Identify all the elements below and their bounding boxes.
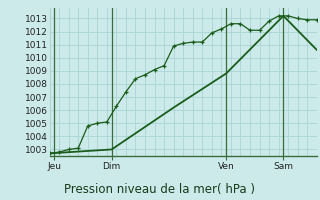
Text: Pression niveau de la mer( hPa ): Pression niveau de la mer( hPa )	[65, 183, 255, 196]
